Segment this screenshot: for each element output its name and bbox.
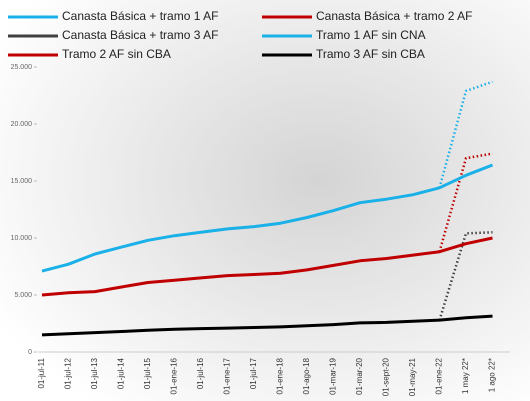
x-tick-label: 01-jul-11	[37, 357, 46, 388]
x-tick-label: 01-ago-18	[302, 357, 311, 394]
series-line	[41, 314, 493, 337]
x-tick-label: 01-jul-15	[143, 357, 152, 389]
series-line	[438, 80, 493, 189]
series-line	[438, 152, 493, 253]
x-tick-label: 01-mar-20	[355, 357, 364, 394]
x-tick-label: 01-sept-20	[382, 357, 391, 396]
y-tick-label: 0	[28, 349, 32, 356]
series-line	[41, 236, 493, 297]
x-tick-label: 01-may-21	[408, 357, 417, 396]
x-tick-label: 01-jul-17	[249, 357, 258, 389]
x-tick-label: 01-ene-22	[435, 357, 444, 394]
legend-label: Canasta Básica + tramo 3 AF	[62, 28, 218, 42]
y-tick-label: 5.000	[14, 292, 32, 299]
x-tick-label: 01-jul-13	[90, 357, 99, 389]
legend-label: Tramo 3 AF sin CBA	[316, 47, 425, 61]
series-line	[438, 231, 493, 321]
x-tick-label: 1 may 22*	[461, 358, 470, 394]
x-tick-label: 01-ene-17	[223, 357, 232, 394]
legend-label: Tramo 1 AF sin CNA	[316, 28, 426, 42]
x-tick-label: 01-jul-16	[196, 357, 205, 389]
x-tick-label: 01-jul-12	[64, 357, 73, 389]
y-tick-label: 15.000	[11, 178, 33, 185]
y-tick-label: 20.000	[11, 121, 33, 128]
x-tick-label: 01-ene-18	[276, 357, 285, 394]
x-tick-label: 1 ago 22*	[488, 358, 497, 392]
y-tick-label: 25.000	[11, 64, 33, 71]
legend-label: Canasta Básica + tramo 2 AF	[316, 9, 472, 23]
series-line	[41, 163, 494, 273]
y-tick-label: 10.000	[11, 235, 33, 242]
x-tick-label: 01-jul-14	[117, 357, 126, 389]
legend-label: Canasta Básica + tramo 1 AF	[62, 9, 218, 23]
x-tick-label: 01-ene-16	[170, 357, 179, 394]
legend-label: Tramo 2 AF sin CBA	[62, 47, 171, 61]
x-tick-label: 01-mar-19	[329, 357, 338, 394]
